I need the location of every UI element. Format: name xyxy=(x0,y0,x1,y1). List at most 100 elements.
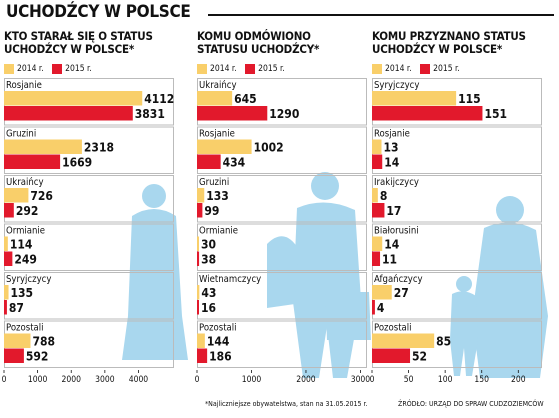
legend-label-2015: 2015 r. xyxy=(258,64,285,74)
value-label: 114 xyxy=(10,238,33,252)
tick-label: 50 xyxy=(404,375,414,385)
value-label: 85 xyxy=(436,335,451,349)
bar-2014 xyxy=(4,236,8,251)
tick-label: 2000 xyxy=(61,375,81,385)
legend-swatch-2014 xyxy=(372,64,382,74)
legend-label-2015: 2015 r. xyxy=(433,64,460,74)
tick-label: 0 xyxy=(195,375,200,385)
value-label: 17 xyxy=(386,204,401,218)
panel-refused: KOMU ODMÓWIONO STATUSU UCHODŹCY* 2014 r.… xyxy=(195,29,371,390)
bar-2015 xyxy=(197,300,199,315)
panel-title: KOMU ODMÓWIONO STATUSU UCHODŹCY* xyxy=(197,29,320,56)
person-silhouette xyxy=(267,172,371,378)
bar-2014 xyxy=(4,139,82,154)
silhouette-child-body xyxy=(450,291,478,376)
tick-label: 3000 xyxy=(95,375,115,385)
bar-2014 xyxy=(4,188,29,203)
value-label: 788 xyxy=(32,335,55,349)
value-label: 87 xyxy=(9,301,24,315)
value-label: 186 xyxy=(209,350,232,364)
chart-granted: Syryjczycy115151Rosjanie1314Irakijczycy8… xyxy=(370,78,548,385)
bar-2015 xyxy=(372,106,483,121)
value-label: 30 xyxy=(201,238,216,252)
bar-2015 xyxy=(372,251,381,266)
bar-2014 xyxy=(372,139,382,154)
value-label: 144 xyxy=(207,335,230,349)
silhouette-head xyxy=(142,184,166,208)
category-label: Białorusini xyxy=(374,226,419,237)
bar-2014 xyxy=(4,333,31,348)
value-label: 1669 xyxy=(62,156,92,170)
tick-label: 3000 xyxy=(351,375,371,385)
legend-swatch-2014 xyxy=(4,64,14,74)
legend-item-2015: 2015 r. xyxy=(52,64,92,74)
tick-label: 1000 xyxy=(242,375,262,385)
category-label: Wietnamczycy xyxy=(199,274,261,285)
bar-2014 xyxy=(4,285,9,300)
category-label: Rosjanie xyxy=(199,129,235,140)
bar-2014 xyxy=(372,188,378,203)
value-label: 434 xyxy=(223,156,246,170)
category-label: Pozostali xyxy=(374,323,412,334)
bar-2015 xyxy=(4,154,61,169)
bar-2014 xyxy=(197,236,199,251)
category-label: Afgańczycy xyxy=(374,274,423,285)
legend-swatch-2015 xyxy=(52,64,63,74)
value-label: 151 xyxy=(484,107,507,121)
value-label: 4112 xyxy=(144,92,174,106)
footnote-source: ŹRÓDŁO: URZĄD DO SPRAW CUDZOZIEMCÓW xyxy=(398,400,544,408)
legend-swatch-2015 xyxy=(245,64,256,74)
legend-label-2014: 2014 r. xyxy=(17,64,44,74)
silhouette-suitcase xyxy=(325,292,371,340)
legend-item-2014: 2014 r. xyxy=(197,64,237,74)
footnote-latest: *Najliczniejsze obywatelstwa, stan na 31… xyxy=(205,400,368,408)
legend-item-2014: 2014 r. xyxy=(4,64,44,74)
category-label: Syryjczycy xyxy=(6,274,51,285)
legend-item-2014: 2014 r. xyxy=(372,64,412,74)
value-label: 1002 xyxy=(254,141,284,155)
legend: 2014 r. 2015 r. xyxy=(372,64,466,76)
category-label: Ukraińcy xyxy=(6,177,44,188)
bar-2014 xyxy=(372,333,435,348)
panel-title: KTO STARAŁ SIĘ O STATUS UCHODŹCY W POLSC… xyxy=(4,29,153,56)
silhouette-head xyxy=(311,172,339,200)
legend-label-2014: 2014 r. xyxy=(385,64,412,74)
bar-2014 xyxy=(197,333,205,348)
bar-2015 xyxy=(4,348,24,363)
category-label: Ormianie xyxy=(199,226,238,237)
bar-2015 xyxy=(372,203,385,218)
bar-2015 xyxy=(372,154,383,169)
bar-2015 xyxy=(197,251,200,266)
value-label: 135 xyxy=(11,286,34,300)
tick-label: 0 xyxy=(370,375,375,385)
value-label: 133 xyxy=(206,189,229,203)
title-rule xyxy=(208,14,554,16)
value-label: 292 xyxy=(16,204,39,218)
silhouette-child-head xyxy=(456,276,472,292)
silhouette-body xyxy=(122,209,188,360)
category-label: Ukraińcy xyxy=(199,80,237,91)
legend: 2014 r. 2015 r. xyxy=(4,64,98,76)
tick-label: 4000 xyxy=(129,375,149,385)
category-label: Pozostali xyxy=(199,323,237,334)
bar-2015 xyxy=(4,251,13,266)
value-label: 14 xyxy=(384,156,400,170)
category-label: Gruzini xyxy=(6,129,36,140)
value-label: 2318 xyxy=(84,141,114,155)
value-label: 592 xyxy=(26,350,49,364)
silhouette-head xyxy=(496,196,524,224)
legend: 2014 r. 2015 r. xyxy=(197,64,291,76)
category-label: Rosjanie xyxy=(6,80,42,91)
bar-2015 xyxy=(197,203,203,218)
value-label: 99 xyxy=(204,204,219,218)
value-label: 1290 xyxy=(269,107,299,121)
value-label: 13 xyxy=(384,141,399,155)
silhouette-body xyxy=(293,202,361,378)
value-label: 726 xyxy=(30,189,53,203)
category-label: Pozostali xyxy=(6,323,44,334)
value-label: 3831 xyxy=(135,107,165,121)
legend-item-2015: 2015 r. xyxy=(420,64,460,74)
bar-2015 xyxy=(4,203,14,218)
tick-label: 1000 xyxy=(28,375,48,385)
silhouette-body xyxy=(472,222,548,378)
